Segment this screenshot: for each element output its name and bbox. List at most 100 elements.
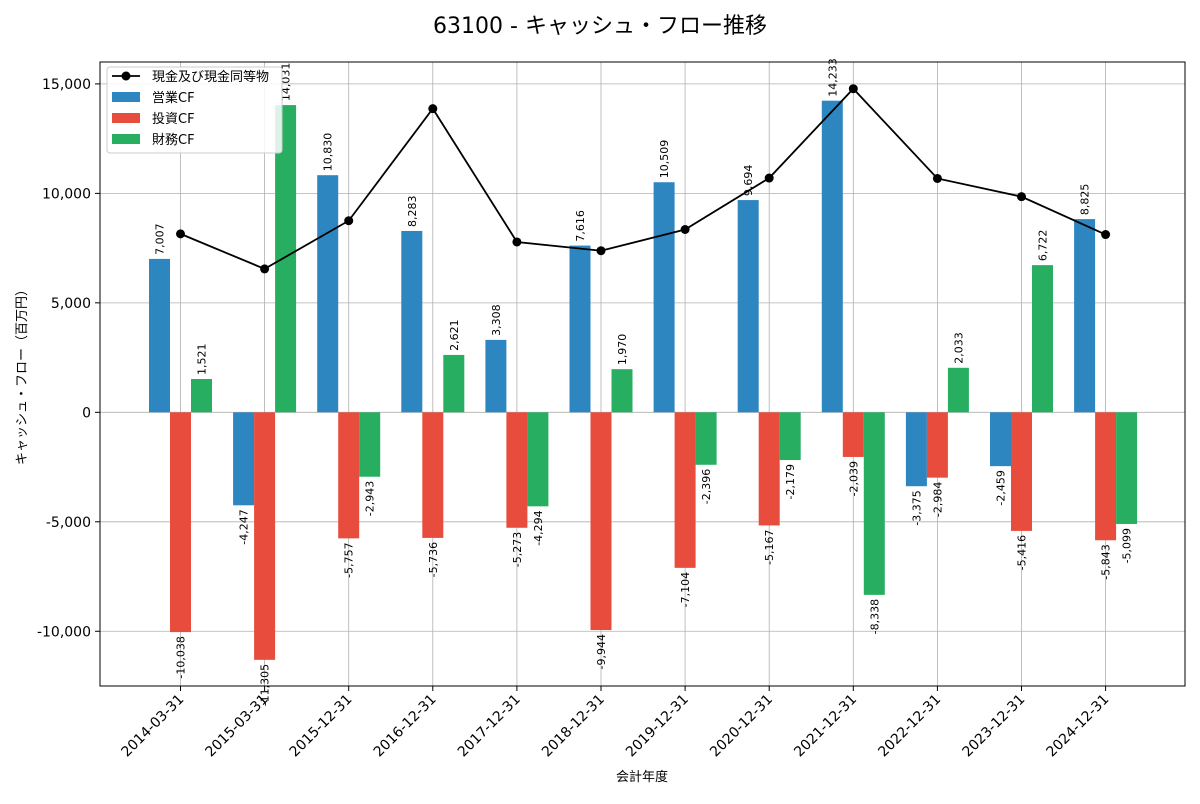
- bar: [821, 100, 843, 413]
- x-tick-label: 2024-12-31: [1044, 692, 1113, 761]
- bar-value-label: 7,007: [154, 223, 167, 255]
- cash-line-point: [260, 264, 270, 274]
- bar: [485, 339, 507, 413]
- bar-value-label: -5,416: [1016, 535, 1029, 570]
- legend-marker-swatch: [121, 71, 131, 81]
- bar: [233, 412, 255, 506]
- bar: [926, 412, 948, 478]
- cash-line-point: [680, 224, 690, 234]
- bar-value-label: 9,694: [742, 165, 755, 197]
- bar-value-label: -3,375: [910, 490, 923, 525]
- x-tick-label: 2019-12-31: [623, 692, 692, 761]
- bar-value-label: -5,757: [343, 542, 356, 577]
- bar: [1095, 412, 1117, 541]
- x-tick-label: 2017-12-31: [455, 692, 524, 761]
- bar-value-label: -2,984: [931, 482, 944, 517]
- bar: [590, 412, 612, 631]
- cash-line: [176, 84, 1111, 274]
- bar: [527, 412, 549, 507]
- cash-line-path: [180, 87, 1106, 270]
- legend-bar-swatch: [112, 113, 140, 123]
- bar-value-label: -2,943: [364, 481, 377, 516]
- bar: [569, 245, 591, 413]
- bar-value-label: 1,970: [616, 334, 629, 366]
- x-tick-label: 2016-12-31: [371, 692, 440, 761]
- y-axis-label: キャッシュ・フロー（百万円）: [15, 283, 30, 465]
- bar-value-label: 8,283: [406, 195, 419, 227]
- bar: [1011, 412, 1032, 531]
- bar: [443, 354, 465, 413]
- bar-value-label: 8,825: [1079, 184, 1092, 216]
- bar: [947, 367, 969, 413]
- bar-value-label: -2,039: [847, 461, 860, 496]
- x-tick-label: 2022-12-31: [875, 692, 944, 761]
- bar: [758, 412, 780, 526]
- bar-value-label: 1,521: [196, 344, 209, 376]
- bar-value-label: 14,233: [826, 58, 839, 97]
- x-axis-label: 会計年度: [616, 769, 668, 785]
- bar: [674, 412, 696, 568]
- bar: [359, 412, 381, 477]
- y-tick-label: 5,000: [51, 296, 91, 312]
- bars: [149, 100, 1138, 660]
- chart-title: 63100 - キャッシュ・フロー推移: [433, 14, 767, 39]
- bar: [1032, 265, 1053, 413]
- x-tick-label: 2014-03-31: [118, 692, 187, 761]
- legend-bar-swatch: [112, 134, 140, 144]
- bar: [401, 230, 423, 413]
- bar-value-label: -5,843: [1100, 544, 1113, 579]
- bar-value-label: 2,621: [448, 319, 461, 351]
- x-tick-label: 2015-03-31: [203, 692, 272, 761]
- bar-value-label: -11,305: [259, 664, 272, 706]
- bar: [779, 412, 801, 461]
- bar: [905, 412, 927, 487]
- bar-value-label: -5,273: [511, 532, 524, 567]
- bar: [275, 105, 297, 413]
- y-tick-label: -5,000: [46, 515, 91, 531]
- cash-line-point: [596, 246, 606, 256]
- bar: [842, 412, 864, 457]
- bar-value-label: -2,396: [700, 469, 713, 504]
- bar: [422, 412, 444, 538]
- x-tick-label: 2020-12-31: [707, 692, 776, 761]
- bar: [149, 258, 170, 413]
- cash-line-point: [428, 104, 438, 114]
- bar-value-label: 10,509: [658, 140, 671, 179]
- bar: [1074, 219, 1096, 413]
- bar: [653, 182, 675, 413]
- bar: [191, 379, 212, 413]
- bar-value-label: -7,104: [679, 572, 692, 607]
- bar: [338, 412, 360, 539]
- y-tick-label: -10,000: [37, 624, 91, 640]
- bar-value-label: -5,736: [427, 542, 440, 577]
- x-tick-label: 2023-12-31: [959, 692, 1028, 761]
- y-axis: -10,000 -5,000 0 5,000 10,000 15,000: [37, 77, 100, 640]
- bar-value-label: -4,247: [238, 509, 251, 544]
- bar-value-label: 2,033: [952, 332, 965, 364]
- bar-value-label: 14,031: [280, 63, 293, 102]
- bar-value-label: -4,294: [532, 510, 545, 545]
- legend-bar-swatch: [112, 92, 140, 102]
- bar-value-label: -5,167: [763, 529, 776, 564]
- x-tick-label: 2015-12-31: [287, 692, 356, 761]
- bar-labels: 7,007 -4,247 10,830 8,283 3,308 7,616 10,509 9,…: [154, 58, 1134, 706]
- bar-value-label: -10,038: [175, 636, 188, 678]
- bar-value-label: 7,616: [574, 210, 587, 242]
- x-tick-label: 2021-12-31: [791, 692, 860, 761]
- cash-line-point: [1017, 192, 1026, 202]
- bar: [990, 412, 1011, 467]
- bar: [737, 200, 759, 413]
- bar-value-label: 3,308: [490, 304, 503, 336]
- bar-value-label: 6,722: [1037, 230, 1050, 262]
- bar-value-label: -8,338: [868, 599, 881, 634]
- bar: [170, 412, 191, 633]
- bar: [611, 369, 633, 413]
- cash-line-point: [344, 216, 354, 226]
- cash-line-point: [176, 229, 185, 239]
- bar-value-label: -9,944: [595, 634, 608, 669]
- bar: [254, 412, 276, 660]
- legend-entry-label: 財務CF: [152, 133, 195, 148]
- bar-value-label: -5,099: [1121, 528, 1134, 563]
